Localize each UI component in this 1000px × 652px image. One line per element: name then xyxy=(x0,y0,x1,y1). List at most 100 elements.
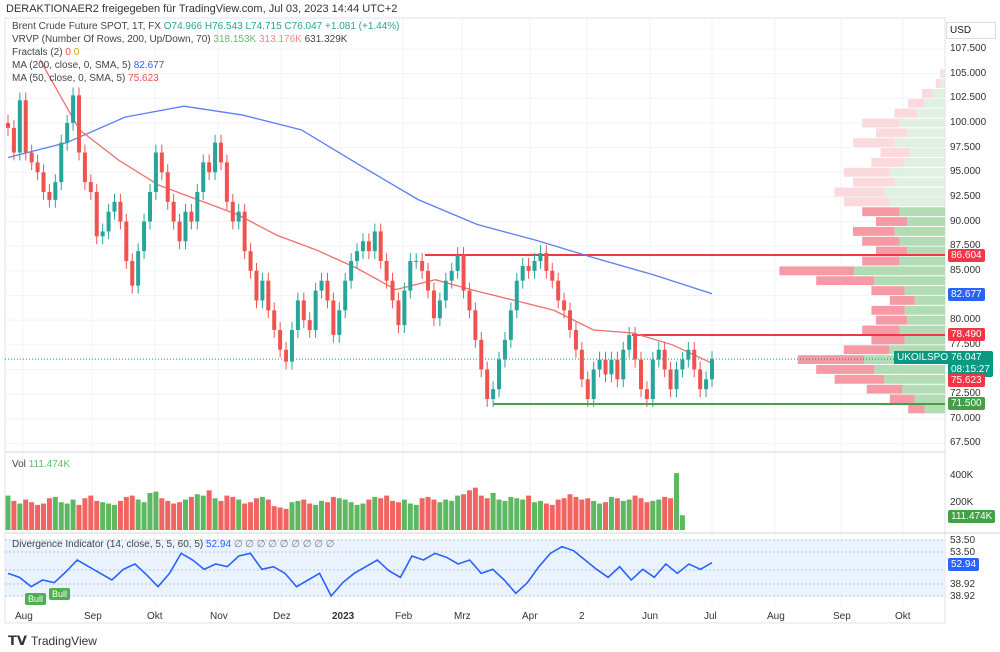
candle-body xyxy=(242,211,247,252)
volume-bar xyxy=(632,495,638,530)
volume-bar xyxy=(307,503,313,530)
volume-bar xyxy=(248,502,254,530)
candle-body xyxy=(248,251,253,271)
vp-down-bar xyxy=(908,404,925,414)
volume-bar xyxy=(614,498,620,530)
volume-bar xyxy=(100,502,106,530)
candle-body xyxy=(35,162,40,173)
candle-body xyxy=(130,260,135,286)
volume-bar xyxy=(153,491,159,530)
volume-bar xyxy=(129,495,135,530)
candle-body xyxy=(183,211,188,242)
tradingview-logo[interactable]: 𝗧𝗩 TradingView xyxy=(8,633,97,649)
time-tick: Jul xyxy=(704,611,717,622)
ma200-title: MA (200, close, 0, SMA, 5) xyxy=(12,60,131,71)
main-legend: Brent Crude Future SPOT, 1T, FX O74.966 … xyxy=(12,21,400,32)
candle-body xyxy=(343,280,348,311)
vp-down-bar xyxy=(876,315,908,325)
vp-down-bar xyxy=(880,148,910,157)
horizontal-levels xyxy=(5,254,945,405)
candle-body xyxy=(307,320,312,331)
volume-bar xyxy=(608,496,614,530)
volume-bar xyxy=(159,498,165,530)
volume-bar xyxy=(543,503,549,530)
ma200-legend[interactable]: MA (200, close, 0, SMA, 5) 82.677 xyxy=(12,60,164,71)
volume-bar xyxy=(561,498,567,530)
vp-up-bar xyxy=(889,197,945,207)
share-header: DERAKTIONAER2 freigegeben für TradingVie… xyxy=(6,3,398,15)
currency-selector[interactable]: USD xyxy=(946,22,996,39)
volume-bar xyxy=(626,499,632,530)
volume-bar xyxy=(123,496,129,530)
candle-body xyxy=(384,260,389,281)
volume-bar xyxy=(461,494,467,530)
vp-up-bar xyxy=(904,335,945,345)
candle-body xyxy=(289,330,294,362)
volume-bar xyxy=(372,496,378,530)
last-price-tag: 76.047 08:15:27 xyxy=(948,351,993,377)
ma200-value: 82.677 xyxy=(133,60,165,71)
candle-body xyxy=(497,359,502,390)
volume-bar xyxy=(597,503,603,530)
volume-legend[interactable]: Vol 111.474K xyxy=(12,459,70,470)
volume-bar xyxy=(277,507,283,530)
volume-bar xyxy=(656,499,662,530)
vp-up-bar xyxy=(899,118,945,128)
candle-body xyxy=(579,349,584,380)
divergence-legend[interactable]: Divergence Indicator (14, close, 5, 5, 6… xyxy=(12,539,334,550)
symbol-tag: UKOILSPOT xyxy=(894,351,958,364)
volume-bar xyxy=(679,515,685,530)
candle-body xyxy=(550,270,555,281)
time-tick: Apr xyxy=(522,611,538,622)
volume-bar xyxy=(484,498,490,530)
volume-bar xyxy=(466,490,472,530)
vp-up-bar xyxy=(917,108,945,118)
vp-down-bar xyxy=(940,69,943,79)
candle-body xyxy=(224,162,229,202)
candle-body xyxy=(266,280,271,311)
vp-down-bar xyxy=(862,325,900,335)
volume-bar xyxy=(496,499,502,530)
candle-body xyxy=(526,265,531,271)
volume-bar xyxy=(218,500,224,530)
volume-bar xyxy=(230,496,236,530)
ma50-line xyxy=(39,59,713,364)
candle-body xyxy=(544,253,549,271)
div-tick-1: 53.50 xyxy=(950,535,976,546)
candle-body xyxy=(508,310,513,340)
vp-down-bar xyxy=(871,157,905,167)
volume-bar xyxy=(224,495,230,530)
candle-body xyxy=(520,265,525,281)
volume-bar xyxy=(401,499,407,530)
ma50-legend[interactable]: MA (50, close, 0, SMA, 5) 75.623 xyxy=(12,73,159,84)
volume-bar xyxy=(431,499,437,530)
volume-bar xyxy=(46,498,52,530)
resistance-tag-78: 78.490 xyxy=(948,328,985,341)
candle-body xyxy=(467,290,472,311)
volume-bar xyxy=(413,504,419,530)
vrvp-legend[interactable]: VRVP (Number Of Rows, 200, Up/Down, 70) … xyxy=(12,34,347,45)
volume-bar xyxy=(265,499,271,530)
vp-down-bar xyxy=(922,88,933,98)
volume-bar xyxy=(549,504,555,530)
fractals-legend[interactable]: Fractals (2) 0 0 xyxy=(12,47,79,58)
vp-up-bar xyxy=(907,217,945,226)
vp-up-bar xyxy=(924,404,945,414)
volume-bar xyxy=(348,502,354,530)
symbol-title[interactable]: Brent Crude Future SPOT, 1T, FX xyxy=(12,21,161,32)
volume-bar xyxy=(5,495,11,530)
candle-body xyxy=(17,100,22,153)
candle-body xyxy=(218,142,223,163)
candle-body xyxy=(449,270,454,281)
grid xyxy=(4,17,1000,624)
vp-down-bar xyxy=(876,128,908,138)
volume-bars xyxy=(5,473,685,530)
candle-body xyxy=(627,334,632,350)
fractals-title: Fractals (2) xyxy=(12,47,63,58)
candle-body xyxy=(11,127,16,153)
vp-up-bar xyxy=(894,177,945,187)
volume-bar xyxy=(171,503,177,530)
vp-up-bar xyxy=(894,226,945,236)
candle-body xyxy=(189,211,194,222)
